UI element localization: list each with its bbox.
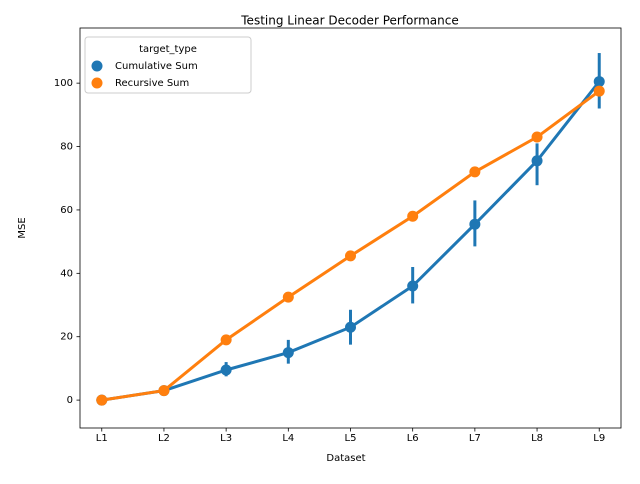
legend-label: Cumulative Sum	[115, 61, 198, 72]
x-tick-label: L9	[593, 433, 605, 444]
point	[220, 334, 232, 346]
y-axis-label: MSE	[17, 217, 28, 238]
y-tick-label: 60	[60, 205, 73, 216]
point	[407, 210, 419, 222]
point	[220, 364, 232, 376]
point	[96, 394, 108, 406]
point	[469, 218, 481, 230]
x-tick-label: L8	[531, 433, 543, 444]
point	[407, 280, 419, 292]
y-tick-label: 40	[60, 268, 73, 279]
point	[469, 166, 481, 178]
y-tick-label: 0	[67, 395, 73, 406]
x-tick-label: L6	[407, 433, 419, 444]
point	[593, 85, 605, 97]
x-tick-label: L7	[469, 433, 481, 444]
legend-marker	[91, 60, 103, 72]
y-tick-label: 80	[60, 142, 73, 153]
legend-marker	[91, 77, 103, 89]
point	[345, 321, 356, 333]
chart-title: Testing Linear Decoder Performance	[240, 14, 458, 28]
point	[282, 291, 294, 303]
axes-frame	[79, 27, 622, 429]
x-tick-label: L5	[345, 433, 357, 444]
x-axis-label: Dataset	[326, 453, 365, 464]
y-tick-label: 20	[60, 332, 73, 343]
x-tick-label: L2	[158, 433, 170, 444]
point	[593, 76, 605, 88]
x-tick-label: L4	[282, 433, 294, 444]
point	[345, 250, 356, 262]
x-tick-label: L3	[220, 433, 232, 444]
point	[531, 155, 543, 167]
y-tick-label: 100	[54, 78, 73, 89]
x-tick-label: L1	[96, 433, 108, 444]
legend-title: target_type	[139, 44, 197, 55]
point	[282, 347, 294, 359]
point	[531, 131, 543, 143]
point	[158, 385, 170, 397]
legend-box	[84, 36, 252, 94]
legend-label: Recursive Sum	[115, 78, 189, 89]
